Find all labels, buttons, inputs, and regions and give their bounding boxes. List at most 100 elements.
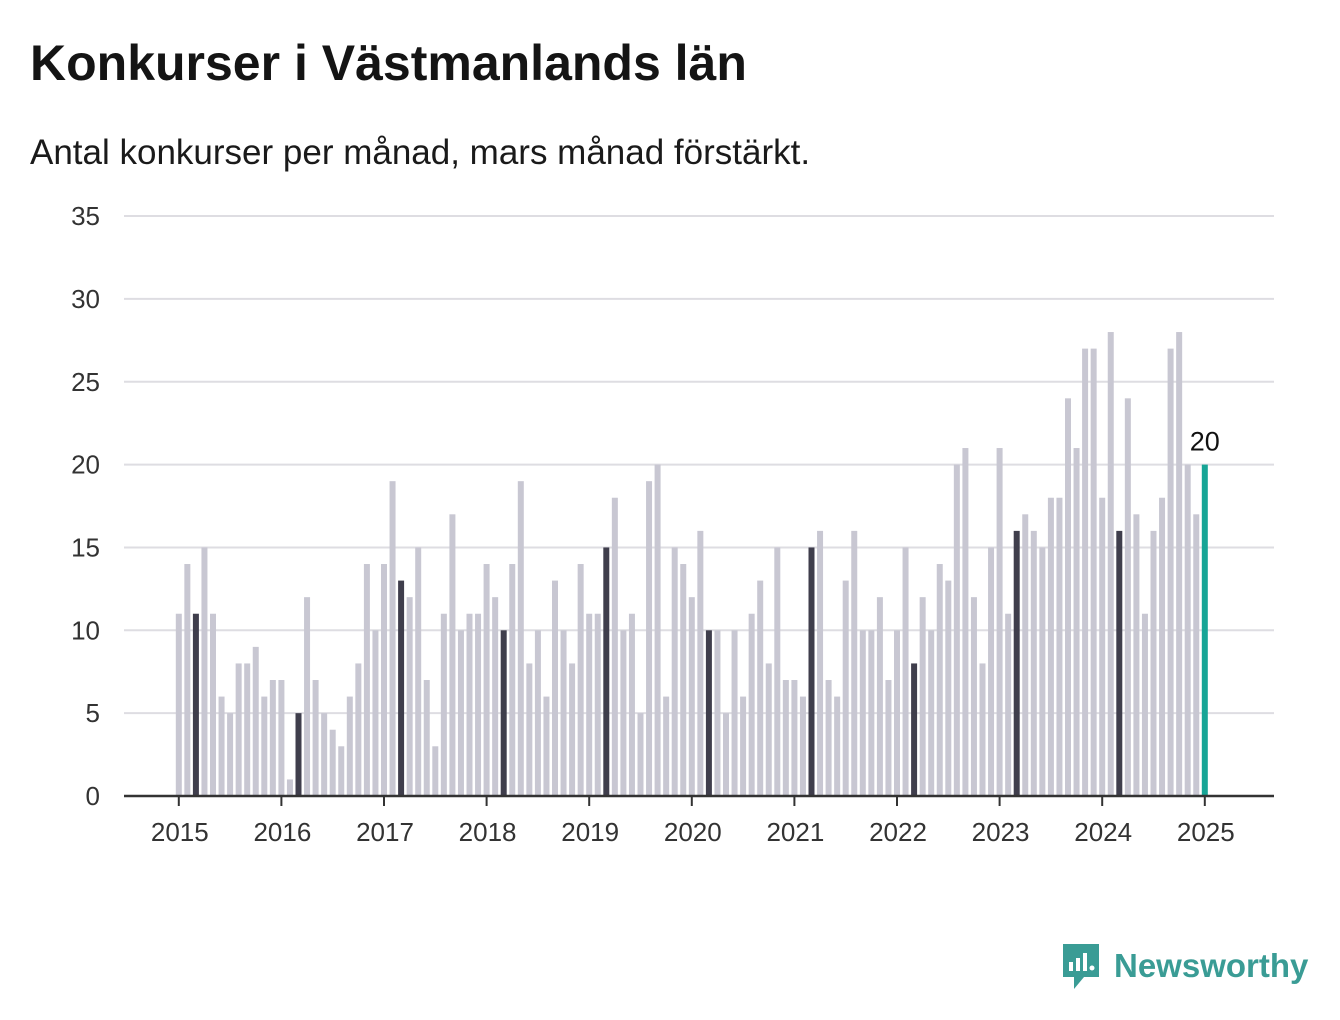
bar <box>201 547 208 796</box>
bar <box>406 597 413 796</box>
latest-value-label: 20 <box>1190 427 1220 457</box>
bar <box>1150 530 1157 796</box>
bar <box>1039 547 1046 796</box>
bar <box>440 613 447 796</box>
y-tick-label: 5 <box>86 698 100 728</box>
bar <box>552 580 558 796</box>
bar <box>1107 332 1114 796</box>
bar <box>1073 448 1080 796</box>
bar <box>842 580 849 796</box>
bar <box>988 547 995 796</box>
bar <box>560 630 567 796</box>
bar <box>979 663 986 796</box>
x-tick-label: 2018 <box>459 817 517 847</box>
bar <box>637 713 644 796</box>
bar <box>543 696 550 796</box>
x-tick-label: 2023 <box>972 817 1030 847</box>
bar <box>851 530 858 796</box>
bar <box>1099 497 1106 796</box>
brand-logo[interactable]: Newsworthy <box>1060 940 1308 992</box>
bar <box>1133 514 1140 796</box>
bar <box>295 713 302 796</box>
y-tick-label: 25 <box>71 367 100 397</box>
bar <box>517 481 524 796</box>
bar <box>654 464 661 796</box>
bar <box>996 448 1003 796</box>
x-tick-label: 2021 <box>766 817 824 847</box>
bar <box>697 530 704 796</box>
bar <box>945 580 952 796</box>
bar <box>1065 398 1071 796</box>
bar <box>936 564 943 796</box>
bar <box>774 547 781 796</box>
bar <box>415 547 422 796</box>
bar <box>1082 348 1089 796</box>
bar <box>278 680 285 796</box>
bar <box>338 746 345 796</box>
bar <box>611 497 618 796</box>
x-tick-label: 2022 <box>869 817 927 847</box>
bar <box>312 680 319 796</box>
bar <box>723 713 729 796</box>
bar <box>372 630 379 796</box>
bar <box>868 630 875 796</box>
bar <box>218 696 225 796</box>
bar <box>894 630 900 796</box>
bar <box>885 680 892 796</box>
bar <box>398 580 405 796</box>
bar <box>731 630 738 796</box>
bar <box>757 580 764 796</box>
bar <box>1193 514 1200 796</box>
bar <box>449 514 456 796</box>
bar <box>748 613 755 796</box>
bar <box>671 547 678 796</box>
bar <box>192 613 199 796</box>
bar <box>620 630 627 796</box>
annotations: 20 <box>1190 427 1220 457</box>
bar <box>799 696 806 796</box>
bar <box>252 646 259 796</box>
bar <box>911 663 918 796</box>
bar <box>603 547 610 796</box>
bar <box>1124 398 1131 796</box>
y-tick-label: 10 <box>71 615 100 645</box>
bar <box>970 597 977 796</box>
bar <box>663 696 670 796</box>
bar <box>876 597 883 796</box>
bar <box>457 630 464 796</box>
bar <box>509 564 516 796</box>
bar <box>175 613 182 796</box>
bar <box>466 613 473 796</box>
brand-name: Newsworthy <box>1114 947 1309 984</box>
bar <box>363 564 370 796</box>
bar <box>210 613 216 796</box>
bar <box>526 663 533 796</box>
bar <box>1116 530 1123 796</box>
bar <box>1056 497 1063 796</box>
bar <box>1141 613 1148 796</box>
bar <box>902 547 909 796</box>
bar <box>381 564 387 796</box>
chart-subtitle: Antal konkurser per månad, mars månad fö… <box>30 133 811 172</box>
bar <box>577 564 584 796</box>
bar <box>817 530 824 796</box>
bar <box>919 597 926 796</box>
bar <box>534 630 541 796</box>
bar <box>1159 497 1166 796</box>
bar <box>825 680 832 796</box>
bar <box>492 597 499 796</box>
y-tick-label: 35 <box>71 201 100 231</box>
bar <box>1201 464 1208 796</box>
bar <box>346 696 353 796</box>
bar <box>859 630 866 796</box>
bar <box>705 630 712 796</box>
bar <box>432 746 439 796</box>
bar <box>321 713 328 796</box>
bar <box>808 547 815 796</box>
bar <box>928 630 935 796</box>
bar <box>782 680 789 796</box>
bar <box>1030 530 1037 796</box>
bar <box>1167 348 1174 796</box>
x-axis: 2015 2016 2017 2018 2019 2020 2021 2022 2023 2024… <box>124 794 1274 847</box>
